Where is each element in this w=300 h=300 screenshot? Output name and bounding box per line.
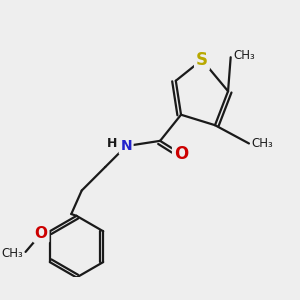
Text: O: O: [35, 226, 48, 241]
Text: CH₃: CH₃: [1, 247, 23, 260]
Text: O: O: [174, 145, 188, 163]
Text: S: S: [196, 51, 208, 69]
Text: N: N: [120, 139, 132, 153]
Text: H: H: [106, 137, 117, 151]
Text: CH₃: CH₃: [233, 50, 255, 62]
Text: CH₃: CH₃: [252, 137, 273, 150]
